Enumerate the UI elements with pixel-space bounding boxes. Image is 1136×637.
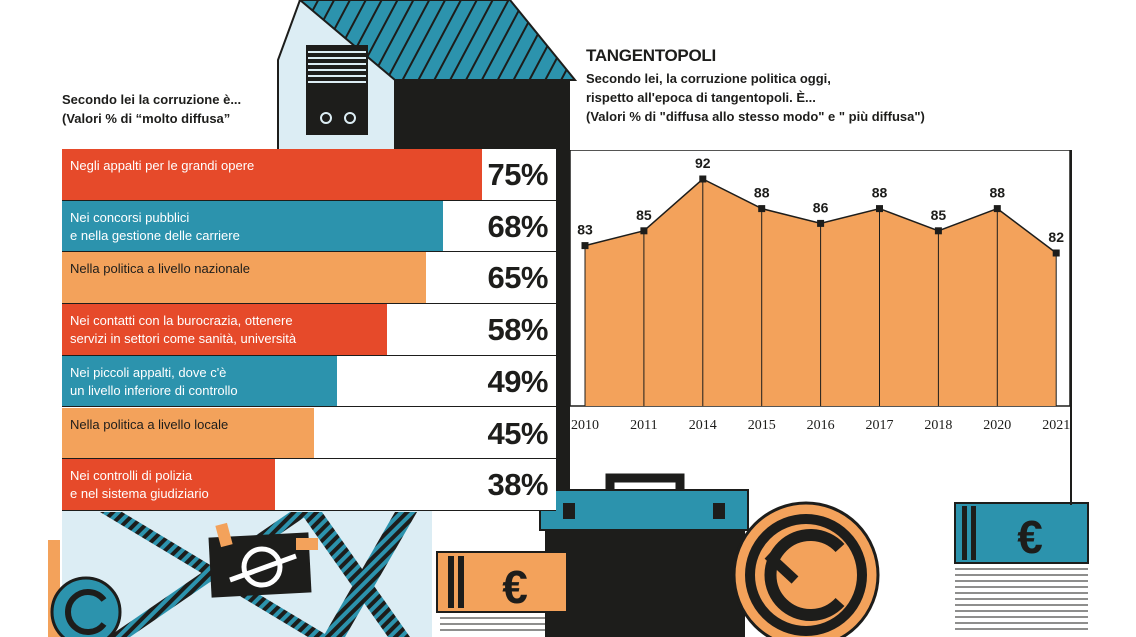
bar-chart-title: Secondo lei la corruzione è... (Valori %… [62,90,241,128]
bar-row: Nei contatti con la burocrazia, ottenere… [62,304,556,356]
coin-left-icon [48,540,122,637]
svg-text:€: € [1017,511,1043,563]
bar-category-label: Nei controlli di polizia e nel sistema gi… [70,468,209,502]
data-point [934,227,942,235]
x-tick-label: 2010 [571,418,599,433]
x-tick-label: 2018 [924,418,952,433]
x-tick-label: 2016 [807,418,835,433]
x-tick-label: 2020 [983,418,1011,433]
bar-row: Nei concorsi pubblici e nella gestione de… [62,200,556,253]
data-point [1052,249,1060,257]
line-chart-subtitle-line2: rispetto all'epoca di tangentopoli. È... [586,90,816,105]
x-tick-label: 2017 [866,418,894,433]
house-dark-wall [395,80,570,150]
horizontal-bar-chart: Negli appalti per le grandi opere 75% Nei … [62,149,556,511]
bar-value-label: 65% [487,260,548,296]
bar-category-label: Nei concorsi pubblici e nella gestione de… [70,209,240,243]
data-value-label: 83 [577,222,593,238]
data-value-label: 86 [813,199,829,215]
x-tick-label: 2014 [689,418,717,433]
line-chart-subtitle-line3: (Valori % di "diffusa allo stesso modo" … [586,109,925,124]
data-value-label: 92 [695,155,711,171]
line-chart-heading: TANGENTOPOLI [586,46,716,65]
data-value-label: 88 [872,185,888,201]
bar-row: Nella politica a livello nazionale 65% [62,252,556,305]
house-dark-column [556,140,570,500]
bar-chart-title-line1: Secondo lei la corruzione è... [62,92,242,107]
line-chart-header: TANGENTOPOLI Secondo lei, la corruzione … [586,46,925,126]
data-value-label: 85 [636,207,652,223]
euro-coin-large-icon [732,501,880,637]
bar-row: Nei piccoli appalti, dove c'è un livello … [62,355,556,408]
bar-category-label: Negli appalti per le grandi opere [70,158,255,173]
bar [62,459,275,510]
euro-banknote-stack-icon: € [954,502,1089,630]
no-corruption-sign-icon [208,522,318,598]
data-value-label: 88 [754,185,770,201]
bar-category-label: Nella politica a livello nazionale [70,261,250,277]
bar-category-label: Nella politica a livello locale [70,416,229,432]
house-vent [306,45,368,135]
bar-value-label: 38% [487,467,548,503]
bar-row: Nei controlli di polizia e nel sistema gi… [62,459,556,511]
data-point [817,219,825,227]
bar [62,355,337,407]
data-point [640,227,648,235]
bar-value-label: 45% [487,415,548,451]
data-value-label: 85 [931,207,947,223]
data-point [993,205,1001,213]
x-tick-label: 2015 [748,418,776,433]
bar [62,252,427,304]
area-line-chart: 83 2010 85 2011 92 2014 88 2015 86 2016 88 2017 85 20… [570,150,1071,433]
line-chart-subtitle-line1: Secondo lei, la corruzione politica oggi… [586,71,831,86]
briefcase-icon [539,473,749,637]
bar-value-label: 49% [487,363,548,399]
bar-category-label: Nei piccoli appalti, dove c'è un livello … [70,364,238,398]
bar [62,407,315,459]
bar [62,304,387,355]
svg-text:€: € [502,561,528,613]
bar-value-label: 68% [487,208,548,244]
bar-chart-title-line2: (Valori % di “molto diffusa” [62,111,231,126]
data-value-label: 82 [1048,229,1064,245]
data-point [581,242,589,250]
bar-value-label: 58% [487,312,548,348]
euro-banknote-icon: € [436,551,568,631]
data-point [699,175,707,183]
data-point [758,205,766,213]
bar-category-label: Nei contatti con la burocrazia, ottenere… [70,313,297,347]
bar-row: Negli appalti per le grandi opere 75% [62,149,556,201]
x-tick-label: 2011 [630,418,657,433]
bar [62,149,482,200]
data-point [876,205,883,213]
bar [62,200,443,252]
data-value-label: 88 [990,185,1006,201]
x-tick-label: 2021 [1042,418,1070,433]
bar-value-label: 75% [487,157,548,192]
bar-row: Nella politica a livello locale 45% [62,407,556,460]
